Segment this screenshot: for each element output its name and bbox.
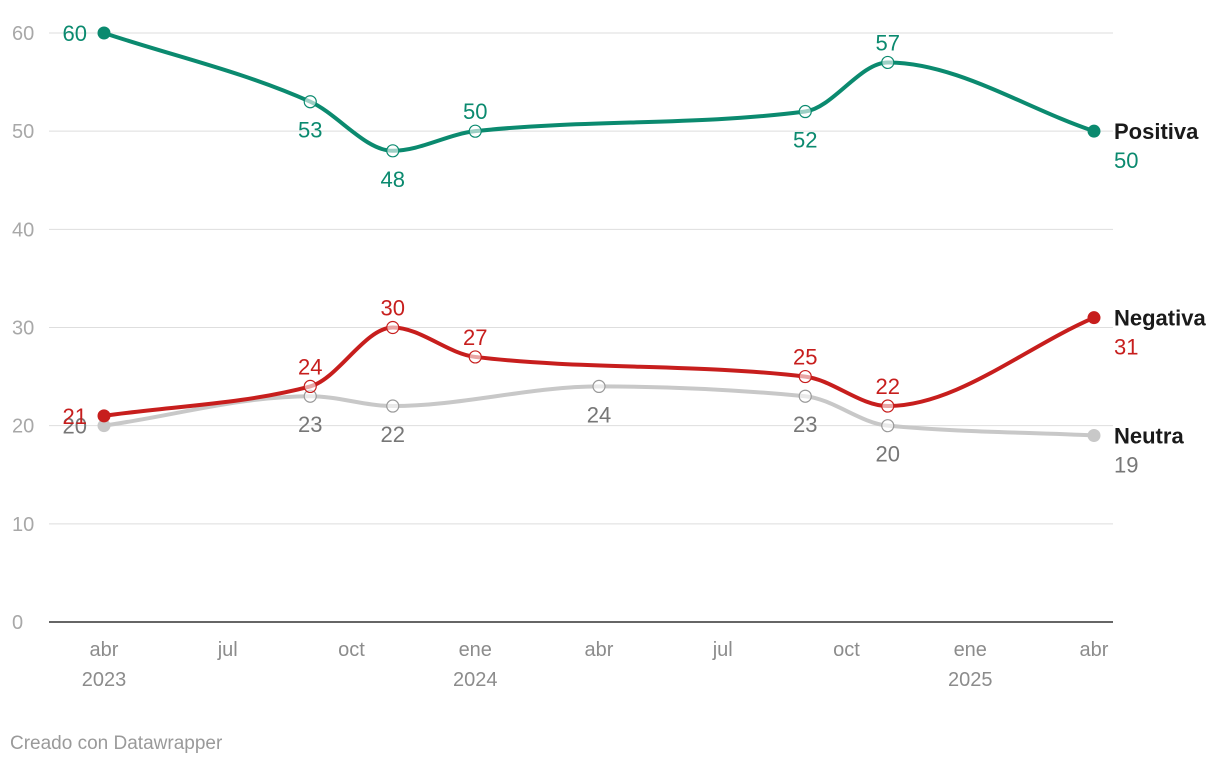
point-neutra-5 (881, 419, 895, 433)
x-tick-label-7: ene (954, 639, 987, 661)
point-positiva-2 (386, 144, 400, 158)
x-tick-label-8: abr (1080, 639, 1109, 661)
x-tick-year-2024: 2024 (453, 669, 498, 691)
series-name-label-positiva: Positiva (1114, 119, 1199, 144)
value-label-negativa-4: 25 (793, 345, 817, 370)
series-name-label-neutra: Neutra (1114, 423, 1184, 448)
value-label-negativa-1: 24 (298, 354, 322, 379)
point-neutra-6 (1087, 428, 1101, 442)
point-neutra-4 (798, 389, 812, 403)
value-label-negativa-3: 27 (463, 325, 487, 350)
value-label-neutra-2: 22 (381, 422, 405, 447)
value-label-negativa-5: 22 (876, 374, 900, 399)
y-tick-label-10: 10 (12, 514, 34, 536)
line-negativa (102, 315, 1096, 418)
value-label-neutra-1: 23 (298, 412, 322, 437)
value-label-neutra-5: 20 (876, 442, 900, 467)
point-negativa-4 (798, 369, 812, 384)
data-labels: 20 23 22 24 23 20 19 Neutra 21 24 30 27 25 22 31 Negati… (63, 21, 1207, 477)
point-negativa-2 (386, 320, 400, 335)
value-label-negativa-0: 21 (63, 404, 87, 429)
y-tick-label-30: 30 (12, 318, 34, 340)
series-name-label-negativa: Negativa (1114, 306, 1206, 331)
gridlines (49, 32, 1113, 525)
x-tick-year-2025: 2025 (948, 669, 993, 691)
point-neutra-3 (592, 379, 606, 393)
point-positiva-3 (468, 124, 482, 138)
series-negativa (97, 311, 1101, 423)
point-positiva-4 (798, 104, 812, 119)
point-positiva-0 (97, 26, 111, 40)
value-label-negativa-2: 30 (381, 296, 405, 321)
x-tick-label-2: oct (338, 639, 365, 661)
value-label-neutra-4: 23 (793, 412, 817, 437)
series-positiva (97, 26, 1101, 158)
x-tick-label-1: jul (217, 639, 238, 661)
point-neutra-0 (97, 419, 111, 433)
point-negativa-0 (97, 409, 111, 423)
x-tick-label-6: oct (833, 639, 860, 661)
point-negativa-6 (1087, 311, 1101, 325)
value-label-positiva-0: 60 (63, 21, 87, 46)
x-tick-label-3: ene (459, 639, 492, 661)
value-label-neutra-6: 19 (1114, 452, 1138, 477)
value-label-positiva-3: 50 (463, 99, 487, 124)
value-label-positiva-2: 48 (381, 167, 405, 192)
series (97, 26, 1101, 442)
value-label-positiva-1: 53 (298, 118, 322, 143)
point-positiva-6 (1087, 124, 1101, 138)
x-tick-label-0: abr (90, 639, 119, 661)
value-label-positiva-4: 52 (793, 128, 817, 153)
x-tick-year-2023: 2023 (82, 669, 127, 691)
point-positiva-1 (303, 95, 317, 109)
y-tick-label-40: 40 (12, 219, 34, 241)
x-tick-label-5: jul (712, 639, 733, 661)
value-label-negativa-6: 31 (1114, 335, 1138, 360)
point-positiva-5 (881, 55, 895, 70)
y-tick-label-60: 60 (12, 23, 34, 45)
y-tick-label-0: 0 (12, 612, 23, 634)
value-label-positiva-6: 50 (1114, 148, 1138, 173)
series-neutra (97, 379, 1101, 442)
value-label-neutra-3: 24 (587, 402, 611, 427)
y-tick-label-50: 50 (12, 121, 34, 143)
x-tick-label-4: abr (585, 639, 614, 661)
y-tick-label-20: 20 (12, 416, 34, 438)
credit-text: Creado con Datawrapper (10, 733, 223, 754)
line-positiva (102, 31, 1096, 153)
point-neutra-2 (386, 399, 400, 413)
value-label-neutra-0: 20 (63, 414, 87, 439)
point-negativa-3 (468, 350, 482, 364)
point-negativa-5 (881, 399, 895, 413)
value-label-positiva-5: 57 (876, 30, 900, 55)
point-negativa-1 (303, 379, 317, 393)
